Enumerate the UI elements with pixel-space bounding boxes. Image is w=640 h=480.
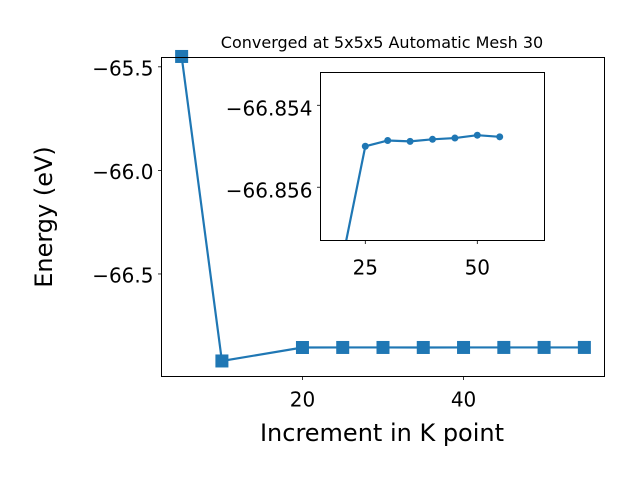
main-data-point [376,340,390,354]
main-x-tick-label: 40 [451,388,476,412]
main-data-point [457,340,471,354]
main-x-tick-label: 20 [290,388,315,412]
main-plot-frame [161,57,605,377]
inset-data-point [473,131,481,139]
inset-plot-frame [320,72,545,241]
chart-title: Converged at 5x5x5 Automatic Mesh 30 [221,33,543,52]
main-data-point [215,354,229,368]
main-data-point [497,340,511,354]
main-series-path [180,56,585,363]
inset-series-line [345,131,504,241]
inset-data-point [406,137,414,145]
inset-x-tick-label: 50 [465,256,490,280]
main-data-point [577,340,591,354]
main-plot-area [175,49,591,368]
inset-y-tick-label: −66.856 [226,178,313,202]
inset-data-point [429,135,436,143]
inset-x-tick-label: 25 [353,256,378,280]
main-data-point [175,49,189,63]
main-y-tick-label: −65.5 [92,56,153,80]
main-axes: 20 40 −65.5 −66.0 −66.5 [92,56,476,411]
main-data-point [295,341,309,354]
main-series-line [175,49,591,368]
x-axis-label: Increment in K point [260,419,504,447]
main-y-tick-label: −66.5 [92,264,153,288]
main-data-point [416,340,430,354]
inset-background [320,72,545,241]
inset-y-tick-label: −66.854 [226,96,313,120]
inset-axes: 25 50 −66.856 −66.854 [226,96,490,279]
main-y-tick-label: −66.0 [92,160,153,184]
inset-series-path [345,134,500,241]
main-data-point [537,340,551,354]
inset-data-point [384,137,392,145]
main-data-point [336,340,350,354]
y-axis-label: Energy (eV) [30,146,58,288]
inset-data-point [496,133,504,141]
inset-data-point [451,134,459,142]
inset-data-point [361,142,369,150]
inset-plot-area [345,131,504,241]
